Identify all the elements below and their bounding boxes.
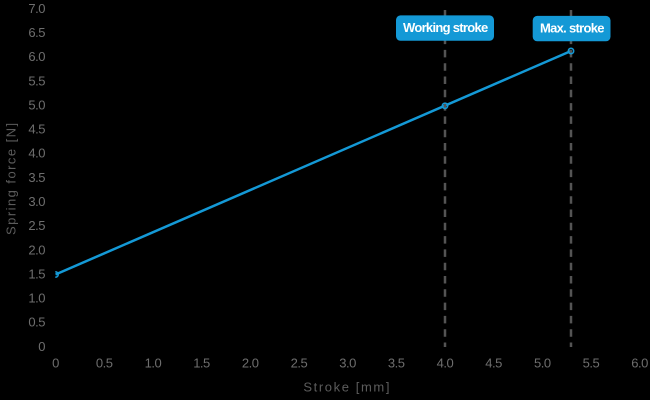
svg-text:1.0: 1.0	[145, 356, 162, 371]
svg-text:2.0: 2.0	[242, 356, 259, 371]
svg-text:3.0: 3.0	[339, 356, 356, 371]
svg-text:Stroke [mm]: Stroke [mm]	[303, 379, 391, 394]
svg-text:Working stroke: Working stroke	[403, 20, 488, 35]
svg-text:3.5: 3.5	[388, 356, 405, 371]
svg-text:7.0: 7.0	[28, 1, 45, 16]
svg-text:1.5: 1.5	[193, 356, 210, 371]
svg-text:0.5: 0.5	[28, 315, 45, 330]
svg-text:4.5: 4.5	[485, 356, 502, 371]
svg-text:0.5: 0.5	[96, 356, 113, 371]
svg-text:5.0: 5.0	[28, 98, 45, 113]
svg-text:3.5: 3.5	[28, 170, 45, 185]
svg-text:Spring force [N]: Spring force [N]	[3, 121, 18, 235]
svg-text:6.0: 6.0	[631, 356, 648, 371]
svg-text:5.5: 5.5	[583, 356, 600, 371]
svg-text:5.0: 5.0	[534, 356, 551, 371]
svg-text:6.0: 6.0	[28, 49, 45, 64]
svg-text:0: 0	[52, 356, 59, 371]
svg-text:6.5: 6.5	[28, 25, 45, 40]
svg-text:4.0: 4.0	[28, 146, 45, 161]
svg-text:3.0: 3.0	[28, 194, 45, 209]
svg-text:4.0: 4.0	[437, 356, 454, 371]
svg-text:1.0: 1.0	[28, 291, 45, 306]
svg-text:2.5: 2.5	[291, 356, 308, 371]
svg-text:Max. stroke: Max. stroke	[540, 21, 604, 36]
svg-text:4.5: 4.5	[28, 122, 45, 137]
svg-text:1.5: 1.5	[28, 266, 45, 281]
svg-text:5.5: 5.5	[28, 73, 45, 88]
svg-text:2.5: 2.5	[28, 218, 45, 233]
svg-text:2.0: 2.0	[28, 242, 45, 257]
svg-text:0: 0	[38, 339, 45, 354]
